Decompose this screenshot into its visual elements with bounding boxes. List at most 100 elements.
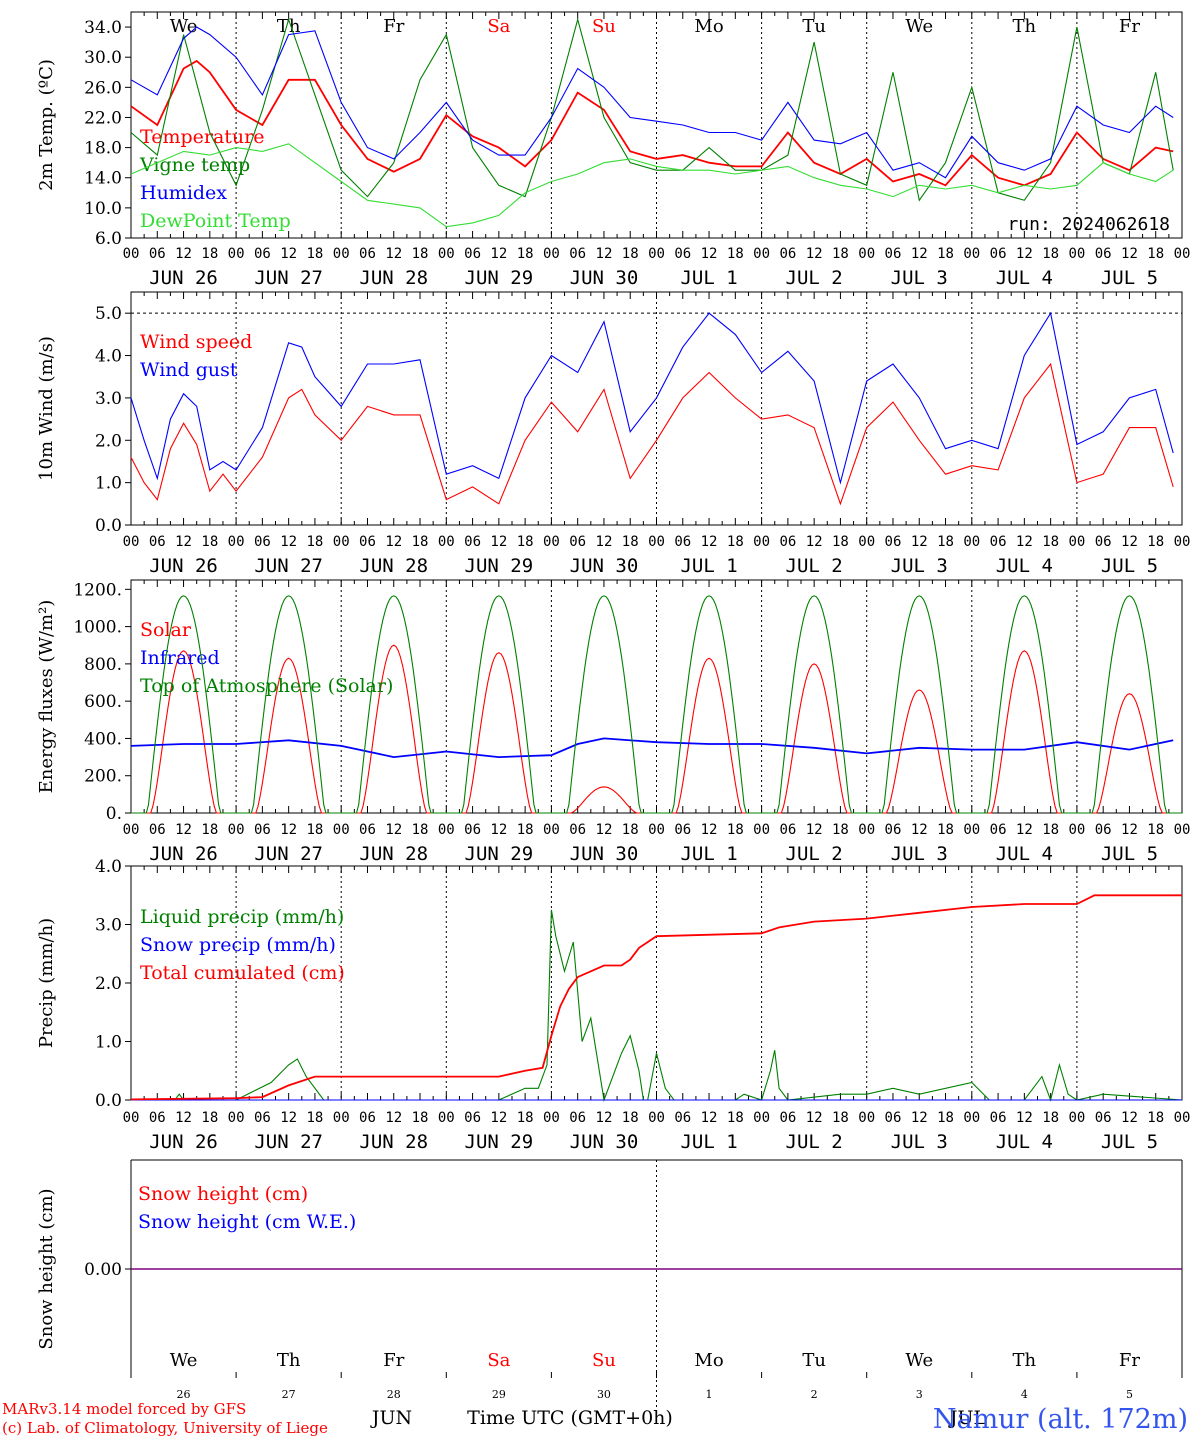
date-label: JUL 5 — [1101, 555, 1158, 577]
hour-tick-label: 00 — [333, 246, 350, 262]
y-axis-label: Energy fluxes (W/m²) — [36, 600, 57, 794]
date-label: JUL 4 — [996, 1131, 1053, 1153]
series-infrared — [130, 737, 1174, 759]
date-label: JUN 26 — [149, 1131, 218, 1153]
day-number-label: 2 — [811, 1388, 818, 1401]
date-label: JUN 29 — [465, 1131, 534, 1153]
hour-tick-label: 12 — [596, 1110, 613, 1126]
hour-tick-label: 18 — [201, 246, 218, 262]
hour-tick-label: 00 — [543, 246, 560, 262]
hour-tick-label: 06 — [569, 822, 586, 838]
hour-tick-label: 12 — [911, 246, 928, 262]
footer-month-jul: JUL — [948, 1407, 987, 1429]
hour-tick-label: 06 — [674, 822, 691, 838]
hour-tick-label: 06 — [359, 822, 376, 838]
date-label: JUL 1 — [680, 555, 737, 577]
panel-snow: We 26 Th 27 Fr 28 Sa 29 Su 30 Mo 1 Tu 2 We 3 Th 4 Fr 5 0.00 S… — [36, 1159, 1183, 1414]
y-tick-label: 400. — [84, 729, 122, 749]
hour-tick-label: 00 — [1068, 822, 1085, 838]
hour-tick-label: 06 — [464, 534, 481, 550]
date-label: JUL 5 — [1101, 1131, 1158, 1153]
y-tick-label: 30.0 — [84, 48, 122, 68]
hour-tick-label: 06 — [149, 534, 166, 550]
hour-tick-label: 00 — [1068, 534, 1085, 550]
y-tick-label: 5.0 — [95, 304, 122, 324]
day-of-week-label: Su — [592, 16, 616, 37]
date-label: JUL 1 — [680, 843, 737, 865]
hour-tick-label: 00 — [753, 1110, 770, 1126]
day-number-label: 30 — [597, 1388, 611, 1401]
hour-tick-label: 12 — [806, 1110, 823, 1126]
hour-tick-label: 06 — [990, 534, 1007, 550]
day-number-label: 5 — [1126, 1388, 1133, 1401]
hour-tick-label: 18 — [832, 246, 849, 262]
hour-tick-label: 00 — [858, 1110, 875, 1126]
day-number-label: 26 — [177, 1388, 191, 1401]
panel-energy: 00 06 12 18 00 06 12 18 00 06 12 18 00 06 12 18 00 06 12 18… — [36, 579, 1190, 865]
hour-tick-label: 06 — [254, 1110, 271, 1126]
hour-tick-label: 06 — [149, 1110, 166, 1126]
day-of-week-label: Mo — [694, 16, 723, 37]
hour-tick-label: 12 — [385, 1110, 402, 1126]
date-label: JUN 26 — [149, 843, 218, 865]
day-number-label: 27 — [282, 1388, 296, 1401]
y-tick-label: 10.0 — [84, 199, 122, 219]
hour-tick-label: 18 — [517, 822, 534, 838]
hour-tick-label: 00 — [963, 1110, 980, 1126]
hour-tick-label: 18 — [1147, 246, 1164, 262]
hour-tick-label: 18 — [201, 822, 218, 838]
hour-tick-label: 18 — [1042, 246, 1059, 262]
date-label: JUL 5 — [1101, 843, 1158, 865]
day-of-week-label: Th — [1013, 1350, 1037, 1371]
hour-tick-label: 06 — [674, 534, 691, 550]
hour-tick-label: 12 — [280, 822, 297, 838]
day-number-label: 29 — [492, 1388, 506, 1401]
hour-tick-label: 12 — [1121, 246, 1138, 262]
run-label: run: 2024062618 — [1007, 214, 1170, 235]
day-number-label: 3 — [916, 1388, 923, 1401]
footer-model-credit: MARv3.14 model forced by GFS — [2, 1400, 246, 1418]
date-label: JUL 2 — [786, 1131, 843, 1153]
hour-tick-label: 06 — [254, 822, 271, 838]
date-label: JUL 4 — [996, 555, 1053, 577]
date-label: JUN 30 — [570, 267, 639, 289]
hour-tick-label: 12 — [701, 1110, 718, 1126]
series-humidex — [130, 26, 1174, 179]
hour-tick-label: 12 — [490, 246, 507, 262]
legend-total-cumulated-cm: Total cumulated (cm) — [140, 962, 345, 984]
hour-tick-label: 06 — [779, 246, 796, 262]
hour-tick-label: 12 — [806, 822, 823, 838]
hour-tick-label: 06 — [990, 822, 1007, 838]
hour-tick-label: 18 — [1147, 1110, 1164, 1126]
day-of-week-label: We — [905, 16, 933, 37]
panel-precip: 00 06 12 18 00 06 12 18 00 06 12 18 00 06 12 18 00 06 12 18… — [36, 857, 1190, 1153]
legend-snow-precip-mm-h: Snow precip (mm/h) — [140, 934, 336, 956]
day-of-week-label: Fr — [383, 16, 404, 37]
hour-tick-label: 00 — [1174, 246, 1191, 262]
hour-tick-label: 12 — [701, 822, 718, 838]
hour-tick-label: 00 — [753, 534, 770, 550]
hour-tick-label: 06 — [885, 534, 902, 550]
hour-tick-label: 06 — [464, 822, 481, 838]
hour-tick-label: 18 — [622, 822, 639, 838]
hour-tick-label: 00 — [1068, 1110, 1085, 1126]
hour-tick-label: 06 — [149, 246, 166, 262]
hour-tick-label: 18 — [832, 534, 849, 550]
legend-temperature: Temperature — [140, 126, 264, 148]
hour-tick-label: 00 — [1068, 246, 1085, 262]
y-tick-label: 600. — [84, 692, 122, 712]
hour-tick-label: 06 — [1095, 246, 1112, 262]
hour-tick-label: 00 — [438, 822, 455, 838]
y-tick-label: 6.0 — [95, 229, 122, 249]
hour-tick-label: 18 — [727, 822, 744, 838]
date-label: JUN 30 — [570, 843, 639, 865]
hour-tick-label: 00 — [963, 822, 980, 838]
hour-tick-label: 00 — [648, 1110, 665, 1126]
day-of-week-label: Fr — [1119, 1350, 1140, 1371]
hour-tick-label: 18 — [517, 246, 534, 262]
date-label: JUL 3 — [891, 843, 948, 865]
date-label: JUN 26 — [149, 267, 218, 289]
date-label: JUN 28 — [359, 1131, 428, 1153]
hour-tick-label: 18 — [1147, 534, 1164, 550]
